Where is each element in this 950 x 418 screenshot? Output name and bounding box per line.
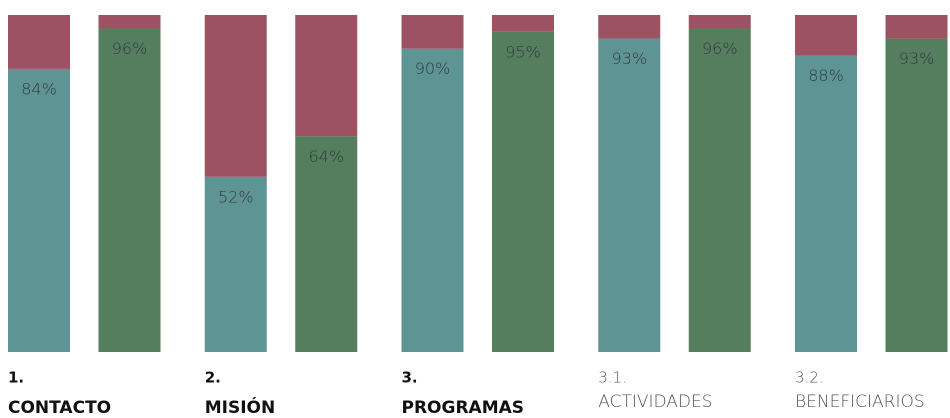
group-name: PROGRAMAS (402, 398, 525, 418)
bar-remainder (401, 15, 464, 49)
bar-remainder (885, 15, 948, 39)
value-label: 93% (611, 49, 647, 68)
group-name: MISIÓN (205, 396, 276, 418)
bar-segment (795, 55, 857, 352)
bar-segment (401, 48, 464, 352)
bar-segment (204, 176, 267, 352)
bar-remainder (204, 15, 267, 177)
value-label: 96% (702, 39, 738, 58)
group-number: 3. (402, 369, 418, 387)
value-label: 88% (808, 66, 844, 85)
group-number: 3.1. (598, 369, 627, 387)
group-number: 1. (8, 369, 24, 387)
value-label: 64% (308, 147, 344, 166)
bar-segment (885, 38, 948, 353)
value-label: 52% (218, 187, 254, 206)
value-label: 90% (415, 59, 451, 78)
bar-remainder (98, 15, 161, 29)
bar-remainder (795, 15, 857, 56)
group-name: ACTIVIDADES (598, 392, 712, 412)
bar-segment (295, 136, 358, 352)
bar-remainder (295, 15, 358, 137)
bar-segment (688, 28, 751, 352)
group-number: 3.2. (795, 369, 824, 387)
value-label: 96% (112, 39, 148, 58)
bar-segment (492, 31, 554, 352)
bar-remainder (492, 15, 554, 32)
bar-segment (598, 38, 661, 353)
value-label: 93% (899, 49, 935, 68)
value-label: 95% (505, 42, 541, 61)
value-label: 84% (21, 79, 57, 98)
bar-remainder (8, 15, 70, 69)
group-name: BENEFICIARIOS (795, 392, 925, 412)
bar-segment (98, 28, 161, 352)
bar-remainder (598, 15, 661, 39)
group-number: 2. (205, 369, 221, 387)
bar-segment (8, 68, 70, 353)
bar-remainder (688, 15, 751, 29)
group-name: CONTACTO (8, 398, 111, 418)
